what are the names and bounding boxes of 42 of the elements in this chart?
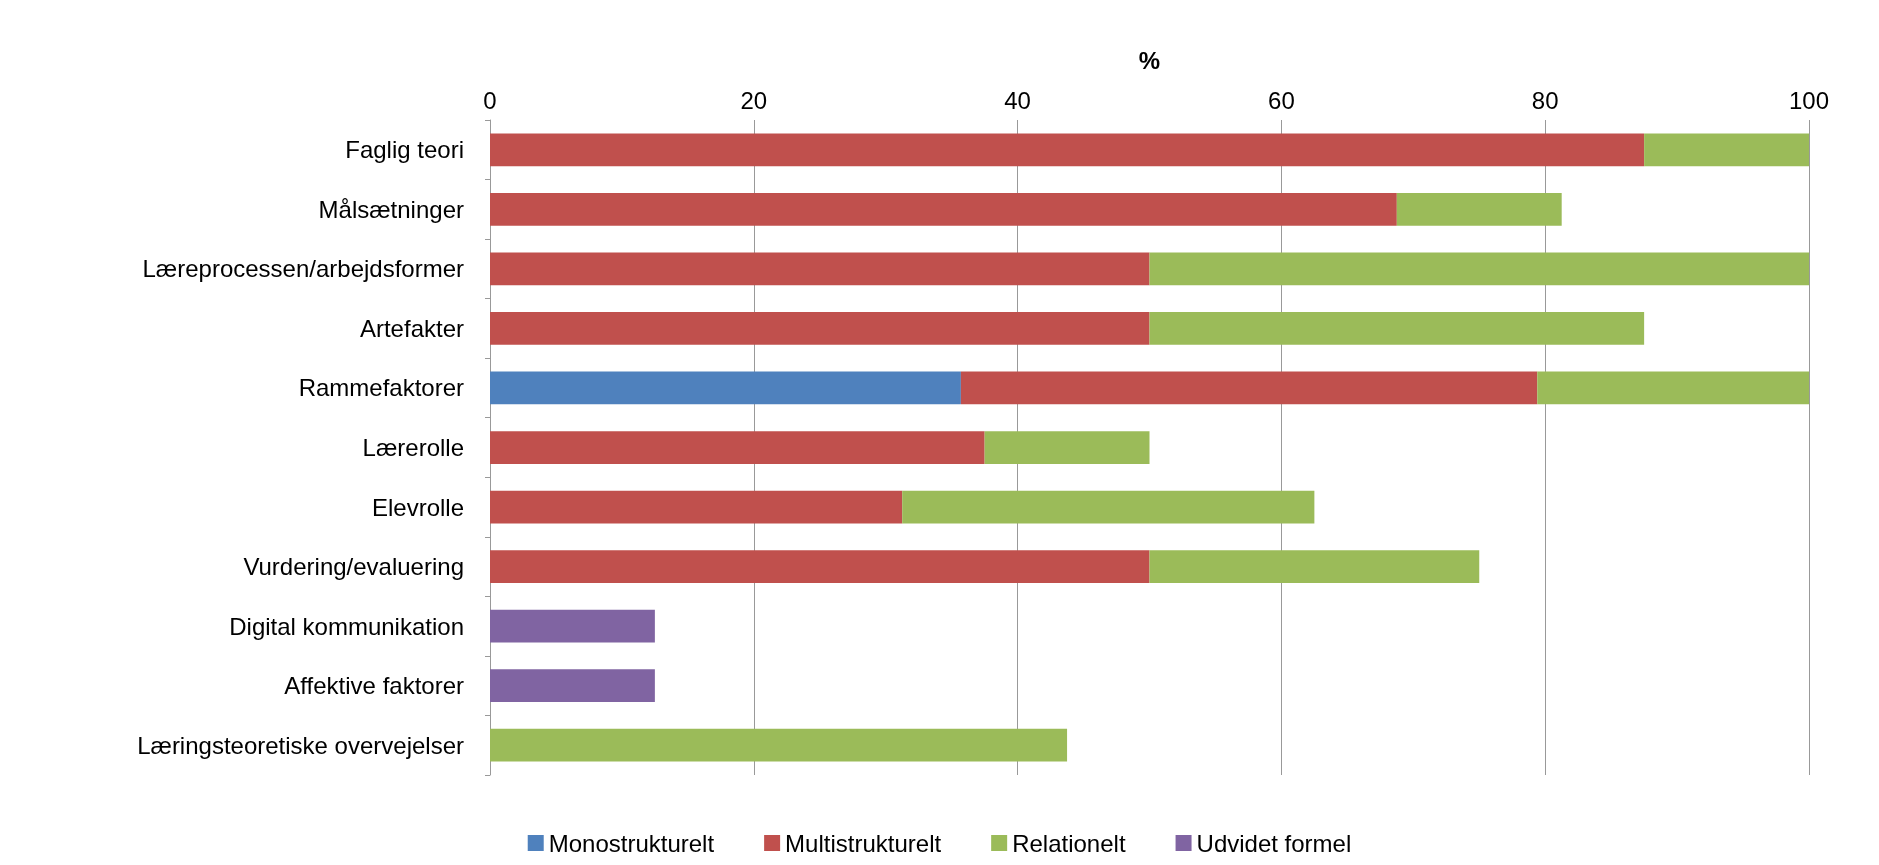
bar bbox=[1396, 192, 1562, 226]
y-tick-label: Faglig teori bbox=[345, 136, 464, 164]
bar bbox=[490, 490, 903, 524]
bar bbox=[490, 609, 655, 643]
y-tick-label: Læringsteoretiske overvejelser bbox=[137, 731, 465, 759]
bar bbox=[1537, 371, 1809, 405]
bar bbox=[984, 431, 1150, 464]
y-tick-label: Artefakter bbox=[359, 314, 464, 342]
x-tick-label: 0 bbox=[483, 86, 497, 114]
y-tick-label: Læreprocessen/arbejdsformer bbox=[142, 255, 464, 283]
bar bbox=[960, 371, 1538, 405]
bar bbox=[490, 312, 1150, 345]
bar bbox=[1149, 252, 1809, 286]
legend-label: Udvidet formel bbox=[1196, 829, 1352, 857]
bar bbox=[490, 252, 1150, 286]
bar bbox=[1149, 312, 1645, 345]
x-tick-label: 100 bbox=[1788, 86, 1830, 114]
legend-label: Relationelt bbox=[1012, 829, 1126, 857]
y-tick-label: Affektive faktorer bbox=[284, 672, 464, 700]
x-tick-label: 20 bbox=[740, 86, 768, 114]
bar bbox=[490, 192, 1397, 226]
y-tick-label: Rammefaktorer bbox=[298, 374, 465, 402]
y-tick-label: Vurdering/evaluering bbox=[243, 553, 464, 581]
y-tick-label: Elevrolle bbox=[371, 493, 464, 521]
bar bbox=[1149, 550, 1480, 583]
bar bbox=[490, 728, 1068, 762]
legend-label: Multistrukturelt bbox=[785, 829, 942, 857]
y-tick-label: Lærerolle bbox=[362, 434, 464, 461]
bar bbox=[490, 133, 1645, 167]
legend-label: Monostrukturelt bbox=[548, 829, 715, 857]
x-tick-label: 80 bbox=[1531, 86, 1559, 114]
y-tick-label: Digital kommunikation bbox=[229, 612, 464, 640]
bar bbox=[490, 550, 1150, 583]
y-tick-label: Målsætninger bbox=[318, 195, 464, 223]
x-tick-label: 60 bbox=[1268, 86, 1295, 114]
bar bbox=[490, 431, 985, 464]
bar bbox=[902, 490, 1315, 524]
x-axis-title: % bbox=[1138, 46, 1161, 74]
x-tick-label: 40 bbox=[1004, 86, 1031, 114]
bar bbox=[490, 669, 655, 703]
bar bbox=[490, 371, 961, 405]
bar bbox=[1644, 133, 1809, 167]
